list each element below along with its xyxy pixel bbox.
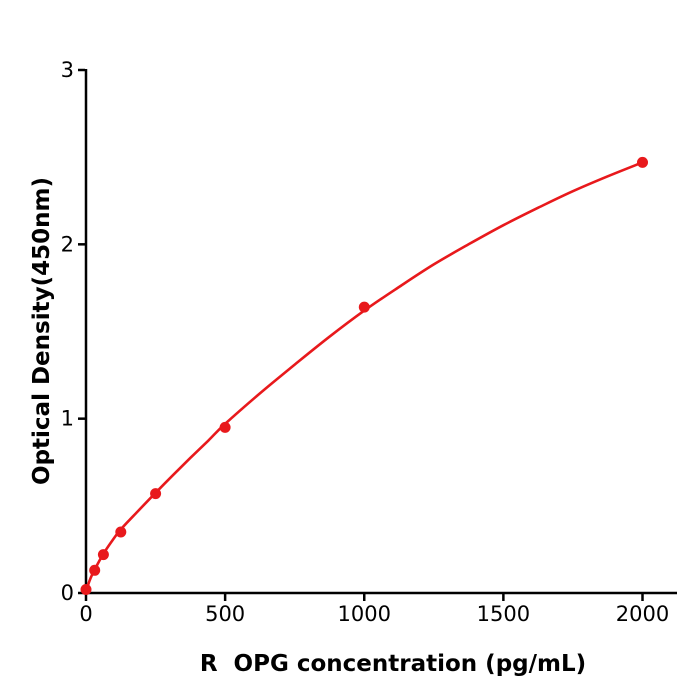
data-point [89,564,101,576]
data-point [219,421,231,433]
data-point [637,156,648,168]
x-tick-label: 2000 [616,602,669,626]
data-point [115,526,127,538]
y-tick-label: 0 [61,581,74,605]
x-tick-label: 500 [205,602,245,626]
data-point [80,584,92,595]
y-axis-title: Optical Density(450nm) [29,177,55,485]
fit-curve-line [84,161,644,593]
data-point [358,301,370,313]
y-tick-label: 1 [61,407,74,431]
y-tick-label: 2 [61,232,74,256]
x-tick-label: 1000 [338,602,391,626]
x-tick-label: 0 [79,602,92,626]
y-tick-label: 3 [61,58,74,82]
data-point [150,488,162,500]
data-point [97,549,109,561]
x-tick-label: 1500 [477,602,530,626]
x-axis-title: R OPG concentration (pg/mL) [199,651,587,677]
